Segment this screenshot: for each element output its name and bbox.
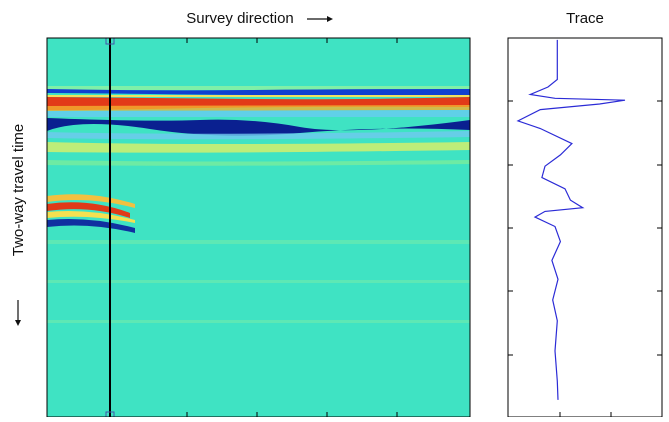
trace-title: Trace [566,10,604,27]
title: Survey direction [186,10,294,27]
radargram [47,38,470,417]
y-label: Two-way travel time [10,124,27,257]
trace-line [516,39,626,400]
trace-ticks [508,100,662,417]
title-arrow [307,16,333,22]
y-label-arrow [15,300,21,326]
radargram-ticks [186,38,398,417]
